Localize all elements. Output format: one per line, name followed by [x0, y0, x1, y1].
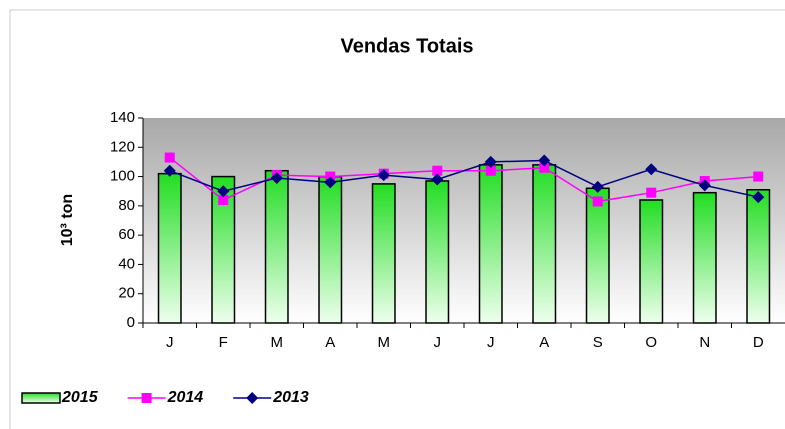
y-tick-label: 60 — [118, 226, 135, 243]
chart-title: Vendas Totais — [340, 35, 473, 57]
x-tick-label: J — [487, 334, 495, 351]
y-tick-label: 40 — [118, 255, 135, 272]
legend-label: 2015 — [61, 389, 99, 406]
x-tick-label: O — [645, 334, 657, 351]
bar — [425, 180, 450, 324]
x-tick-label: N — [699, 334, 710, 351]
point — [324, 176, 337, 189]
x-tick-label: J — [166, 334, 174, 351]
bar — [478, 164, 503, 324]
line — [169, 159, 759, 198]
x-tick-label: M — [378, 334, 391, 351]
point — [591, 180, 604, 193]
legend-swatch — [21, 392, 61, 404]
point — [431, 173, 444, 186]
x-tick-label: S — [593, 334, 603, 351]
y-tick-label: 80 — [118, 197, 135, 214]
bar — [318, 175, 343, 324]
point — [539, 162, 550, 173]
x-tick-label: D — [753, 334, 764, 351]
point — [485, 165, 496, 176]
bar — [211, 175, 236, 324]
point — [164, 152, 175, 163]
point — [698, 179, 711, 192]
y-tick-label: 100 — [110, 168, 135, 185]
point — [753, 171, 764, 182]
point — [218, 195, 229, 205]
bar — [532, 164, 557, 324]
x-tick-label: A — [325, 334, 335, 351]
point — [377, 169, 390, 182]
y-tick-label: 20 — [118, 285, 135, 302]
legend-marker — [246, 392, 259, 404]
plot-area — [143, 118, 785, 323]
y-tick-label: 0 — [127, 314, 135, 331]
legend-label: 2014 — [167, 389, 204, 406]
bar — [692, 191, 717, 324]
x-tick-label: A — [539, 334, 549, 351]
x-tick-label: M — [271, 334, 284, 351]
point — [484, 155, 497, 168]
y-tick-label: 140 — [110, 109, 135, 126]
x-tick-label: J — [434, 334, 442, 351]
point — [163, 164, 176, 177]
bar — [585, 187, 610, 324]
point — [592, 196, 603, 207]
bar — [746, 189, 771, 324]
x-tick-label: F — [219, 334, 228, 351]
point — [752, 191, 765, 204]
legend-label: 2013 — [272, 389, 309, 406]
point — [645, 163, 658, 176]
y-axis-label: 10³ ton — [59, 194, 76, 246]
point — [646, 187, 657, 198]
point — [217, 185, 230, 198]
y-tick-label: 120 — [110, 138, 135, 155]
point — [538, 154, 551, 167]
point — [270, 172, 283, 185]
legend-marker — [141, 393, 152, 403]
bar — [264, 169, 289, 324]
bar — [639, 199, 664, 324]
bar — [371, 183, 396, 324]
point — [432, 165, 443, 176]
bar — [157, 172, 182, 324]
